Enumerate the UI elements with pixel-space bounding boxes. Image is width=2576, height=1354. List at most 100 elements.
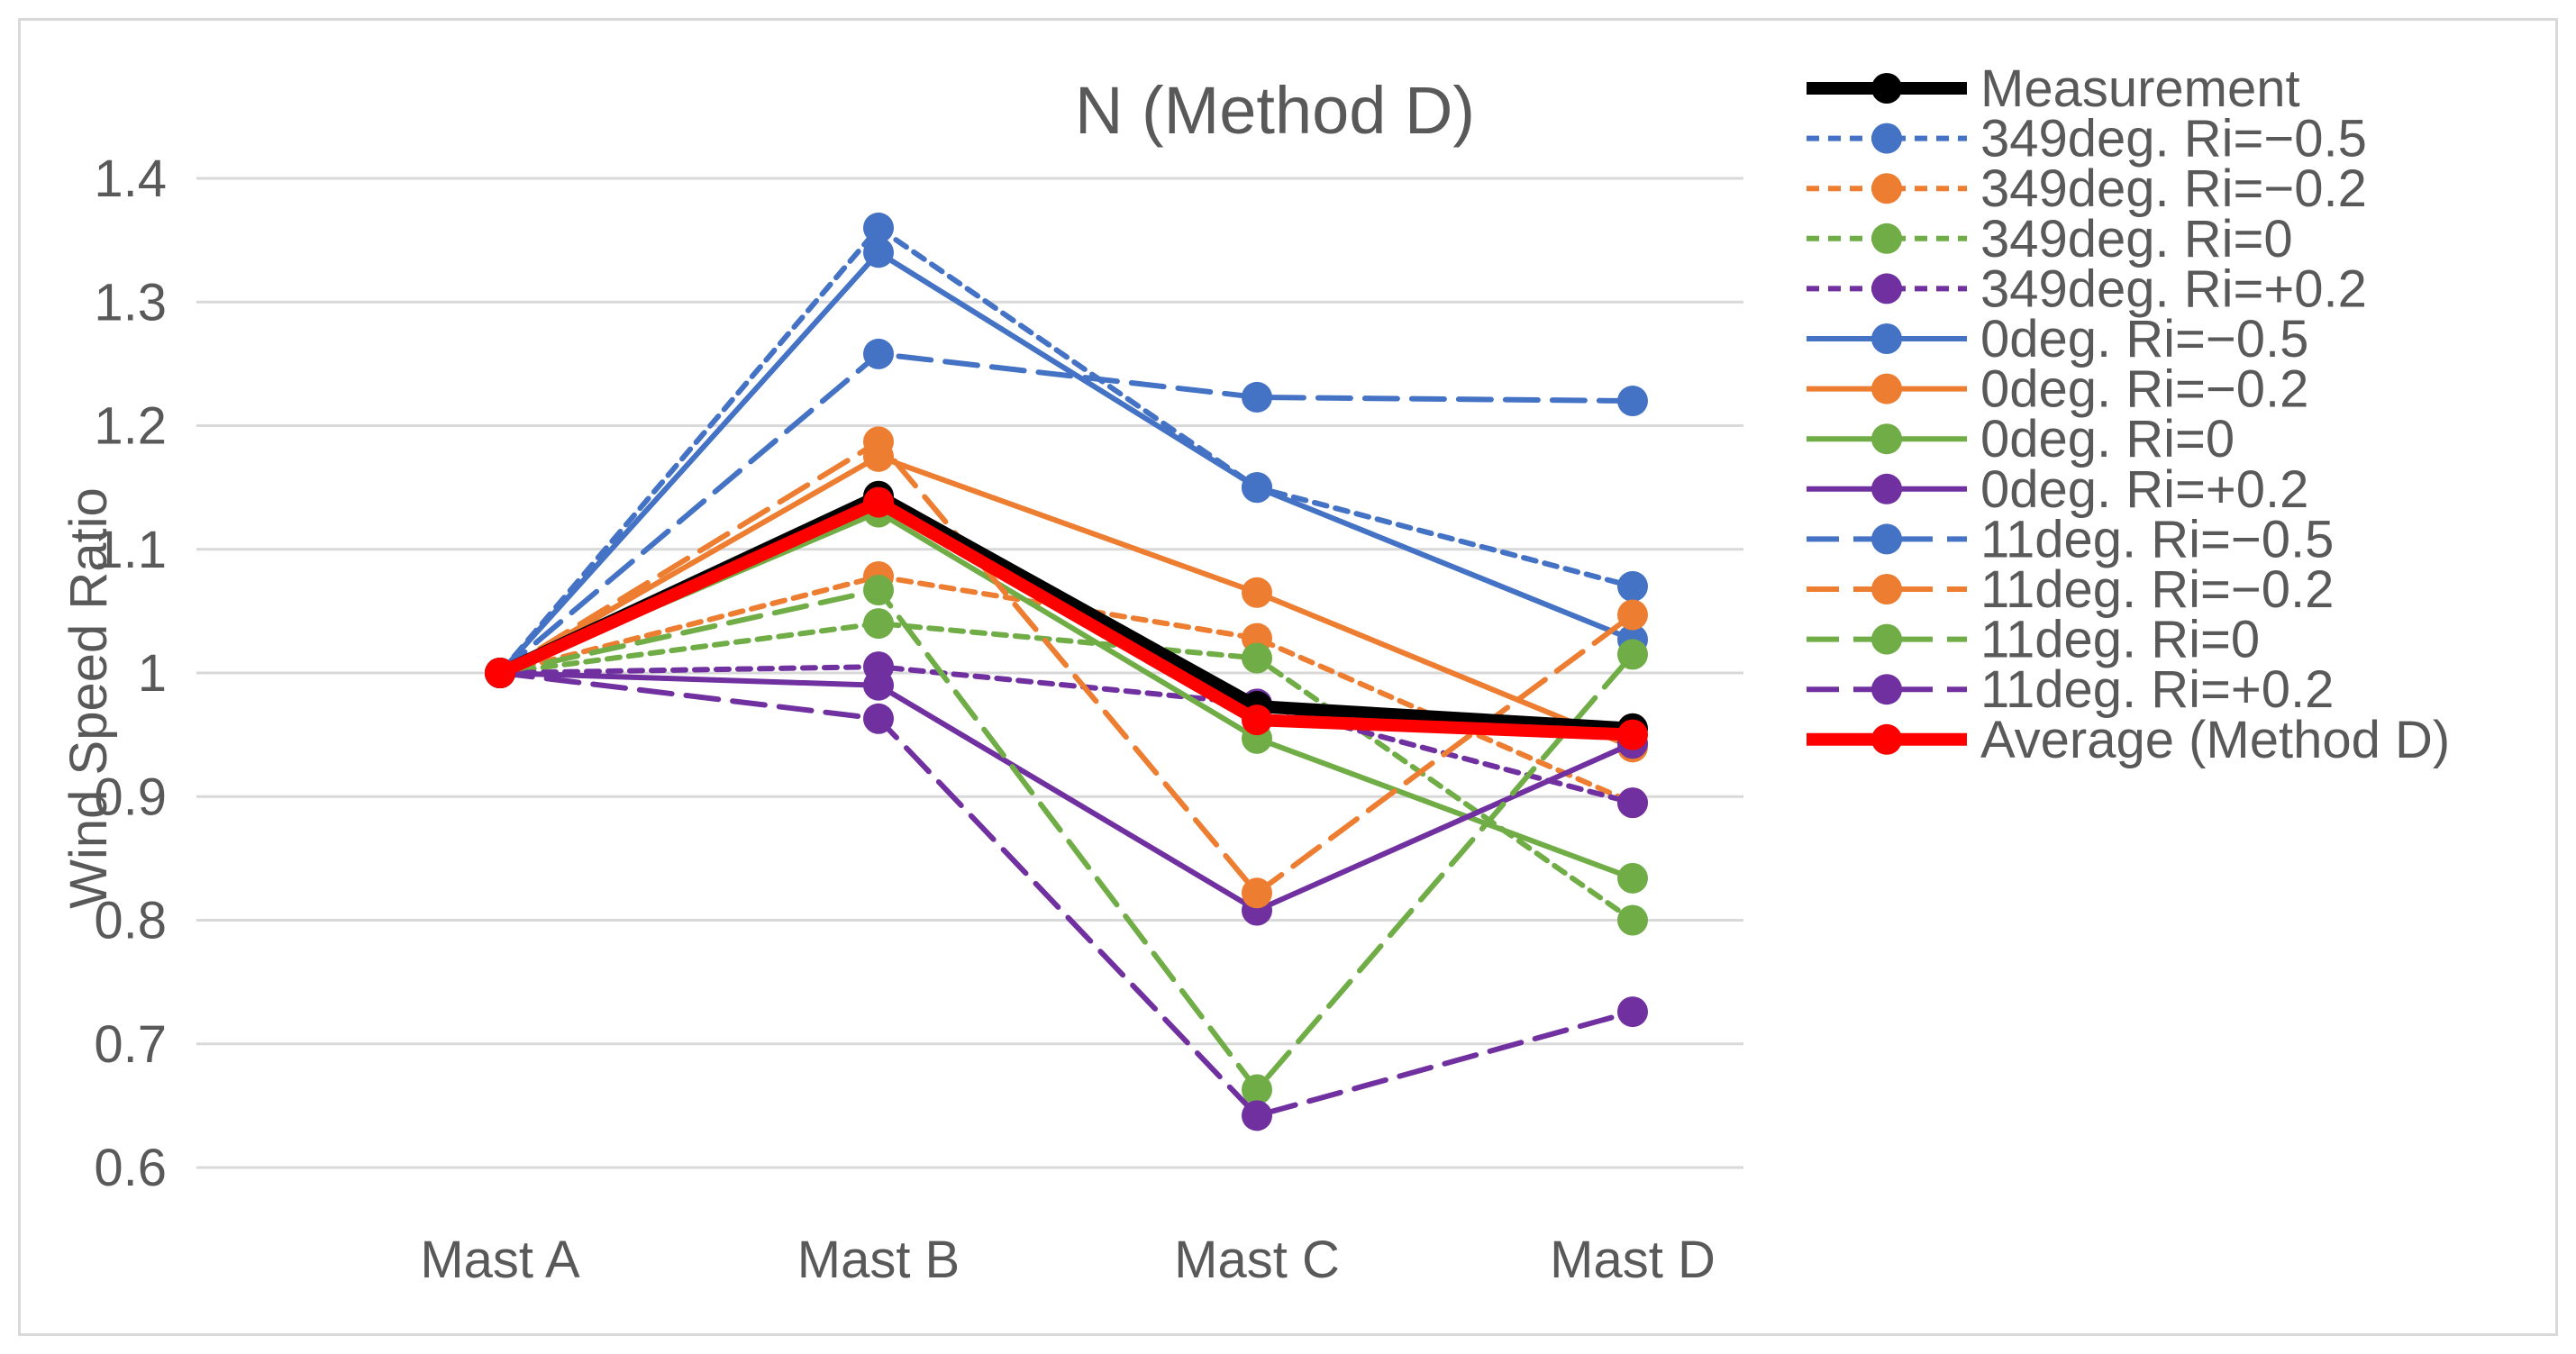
series-0deg-ri-0-2: [485, 658, 1648, 926]
gridlines: [196, 177, 1743, 1169]
data-point: [1617, 862, 1648, 894]
legend-item: Measurement: [1807, 59, 2300, 118]
legend-item: 0deg. Ri=−0.5: [1807, 310, 2308, 368]
data-point: [485, 658, 515, 688]
legend-marker: [1871, 73, 1902, 104]
series-line: [497, 587, 1635, 1093]
series-line: [497, 250, 1635, 676]
y-tick-label: 0.6: [94, 1139, 167, 1197]
legend-label: 349deg. Ri=−0.2: [1980, 159, 2367, 218]
data-point: [863, 669, 894, 701]
data-point: [1242, 1100, 1272, 1131]
legend-marker: [1871, 323, 1902, 354]
series-349deg-ri-0: [485, 608, 1648, 936]
legend-label: 349deg. Ri=+0.2: [1980, 259, 2367, 318]
legend-marker: [1871, 574, 1902, 604]
data-point: [1617, 719, 1648, 750]
legend-marker: [1871, 373, 1902, 404]
legend-item: 349deg. Ri=−0.5: [1807, 110, 2367, 168]
y-tick-label: 1.4: [94, 150, 167, 208]
series-0deg-ri-0-5: [485, 237, 1648, 688]
legend-label: 11deg. Ri=0: [1980, 611, 2260, 669]
legend-marker: [1871, 473, 1902, 504]
legend-item: 11deg. Ri=+0.2: [1807, 660, 2334, 719]
legend-item: 0deg. Ri=−0.2: [1807, 360, 2308, 419]
y-tick-label: 1.1: [94, 521, 167, 579]
legend-label: 0deg. Ri=0: [1980, 410, 2235, 468]
y-tick-label: 1.2: [94, 397, 167, 456]
data-point: [1617, 599, 1648, 631]
legend-marker: [1871, 674, 1902, 705]
legend-item: 349deg. Ri=−0.2: [1807, 159, 2367, 218]
legend-marker: [1871, 423, 1902, 455]
legend-item: Average (Method D): [1807, 711, 2450, 769]
data-point: [863, 486, 894, 518]
data-point: [1617, 386, 1648, 417]
legend-label: 0deg. Ri=−0.5: [1980, 310, 2308, 368]
data-point: [1242, 1074, 1272, 1105]
y-tick-labels: 1.4 1.3 1.2 1.1 1 0.9 0.8 0.7 0.6: [94, 150, 167, 1197]
legend-item: 11deg. Ri=−0.2: [1807, 560, 2334, 619]
series-average-method-d: [485, 486, 1648, 750]
legend-item: 0deg. Ri=+0.2: [1807, 460, 2308, 519]
series-0deg-ri-0: [485, 496, 1648, 894]
data-point: [863, 237, 894, 268]
legend-item: 11deg. Ri=−0.5: [1807, 510, 2334, 568]
series-lines: [485, 212, 1648, 1131]
legend-label: 349deg. Ri=−0.5: [1980, 110, 2367, 168]
series-line: [497, 664, 1635, 806]
legend-label: Measurement: [1980, 59, 2300, 118]
x-tick-label: Mast B: [797, 1231, 960, 1289]
data-point: [1242, 472, 1272, 504]
chart-frame: [18, 18, 2558, 1336]
series-line: [494, 495, 1639, 741]
x-tick-labels: Mast A Mast B Mast C Mast D: [420, 1231, 1715, 1289]
series-11deg-ri-0-2: [485, 658, 1648, 1131]
data-point: [863, 608, 894, 640]
chart-title: N (Method D): [1075, 73, 1475, 148]
data-point: [863, 703, 894, 734]
series-line: [497, 224, 1635, 676]
y-axis-title: Wind Speed Ratio: [59, 487, 118, 908]
legend-item: 0deg. Ri=0: [1807, 410, 2235, 468]
x-tick-label: Mast C: [1174, 1231, 1340, 1289]
legend-marker: [1871, 173, 1902, 204]
legend-marker: [1871, 723, 1902, 755]
data-point: [1617, 904, 1648, 936]
data-point: [1242, 704, 1272, 736]
data-point: [1242, 577, 1272, 608]
legend-label: 11deg. Ri=+0.2: [1980, 660, 2334, 719]
data-point: [1242, 877, 1272, 909]
x-tick-label: Mast D: [1550, 1231, 1716, 1289]
y-tick-label: 1: [138, 644, 167, 703]
legend-item: 349deg. Ri=+0.2: [1807, 259, 2367, 318]
data-point: [863, 426, 894, 458]
data-point: [863, 575, 894, 606]
data-point: [863, 212, 894, 243]
series-line: [497, 439, 1635, 896]
data-point: [1617, 996, 1648, 1028]
data-point: [1242, 642, 1272, 674]
legend-label: 11deg. Ri=−0.5: [1980, 510, 2334, 568]
y-tick-label: 0.8: [94, 892, 167, 950]
legend-marker: [1871, 223, 1902, 254]
data-point: [1617, 570, 1648, 602]
legend-item: 349deg. Ri=0: [1807, 210, 2293, 268]
series-line: [497, 453, 1635, 750]
legend-marker: [1871, 123, 1902, 154]
y-tick-label: 1.3: [94, 273, 167, 332]
legend-label: 349deg. Ri=0: [1980, 210, 2293, 268]
data-point: [1617, 639, 1648, 670]
legend-label: Average (Method D): [1980, 711, 2450, 769]
legend-label: 11deg. Ri=−0.2: [1980, 560, 2334, 619]
legend-label: 0deg. Ri=−0.2: [1980, 360, 2308, 419]
legend-label: 0deg. Ri=+0.2: [1980, 460, 2308, 519]
series-line: [497, 670, 1635, 1119]
legend-item: 11deg. Ri=0: [1807, 611, 2260, 669]
series-line: [497, 670, 1635, 913]
x-tick-label: Mast A: [420, 1231, 580, 1289]
legend-marker: [1871, 623, 1902, 655]
data-point: [1242, 381, 1272, 413]
